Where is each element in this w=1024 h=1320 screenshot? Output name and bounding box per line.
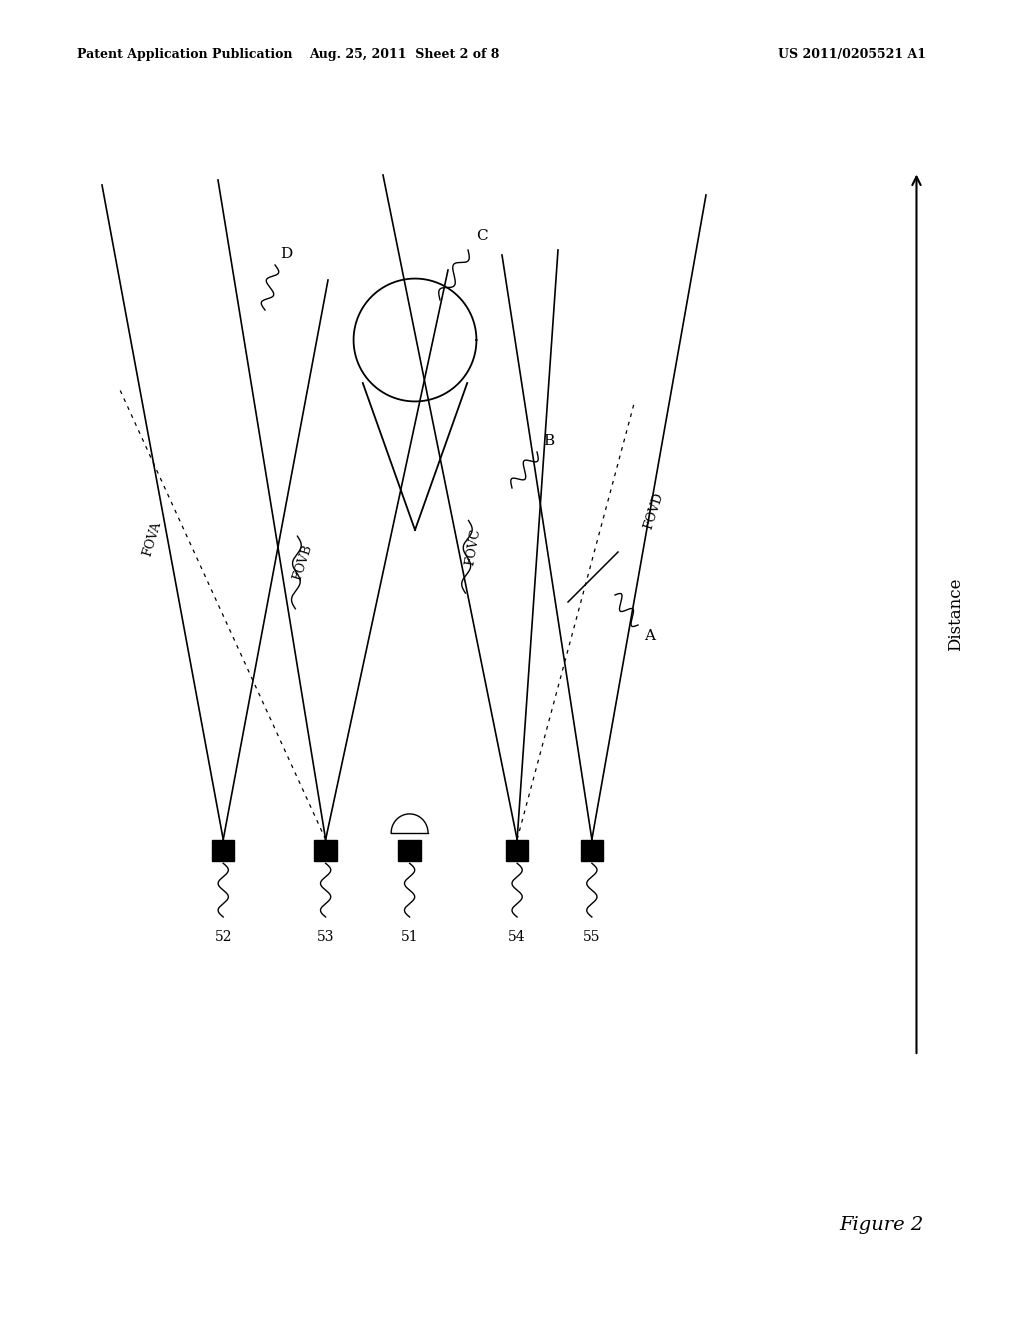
Text: C: C <box>476 230 487 243</box>
Text: 53: 53 <box>316 931 335 944</box>
Text: FOVD: FOVD <box>642 491 666 531</box>
Text: US 2011/0205521 A1: US 2011/0205521 A1 <box>778 48 927 61</box>
Text: D: D <box>281 247 293 261</box>
Text: Distance: Distance <box>947 577 965 651</box>
Text: A: A <box>644 628 655 643</box>
Bar <box>314 840 337 861</box>
Text: FOVB: FOVB <box>291 543 314 582</box>
Text: FOVC: FOVC <box>463 527 482 566</box>
Bar <box>212 840 234 861</box>
Bar <box>581 840 603 861</box>
Text: Patent Application Publication: Patent Application Publication <box>77 48 292 61</box>
Text: 52: 52 <box>214 931 232 944</box>
Bar <box>162 341 272 455</box>
Bar <box>449 510 510 570</box>
Text: B: B <box>543 434 554 447</box>
Text: Aug. 25, 2011  Sheet 2 of 8: Aug. 25, 2011 Sheet 2 of 8 <box>309 48 500 61</box>
Bar <box>398 840 421 861</box>
Text: 55: 55 <box>583 931 601 944</box>
Bar <box>568 552 618 602</box>
Text: 51: 51 <box>400 931 419 944</box>
Text: FOVA: FOVA <box>141 520 164 558</box>
Text: Figure 2: Figure 2 <box>840 1216 924 1234</box>
Bar <box>506 840 528 861</box>
Text: 54: 54 <box>508 931 526 944</box>
